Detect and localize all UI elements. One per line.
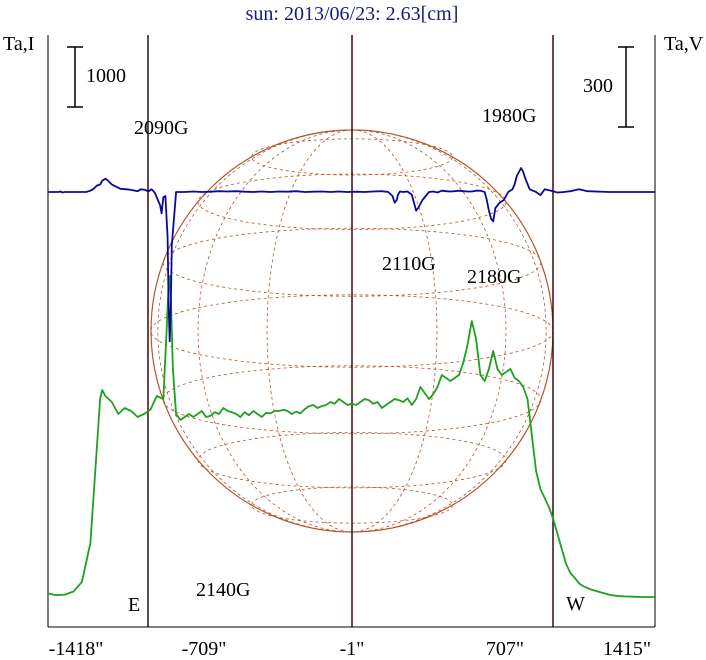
longitude-line-5 [351, 129, 507, 533]
x-tick-label-0: -1418" [49, 638, 104, 660]
annotation-2140g: 2140G [196, 579, 250, 601]
longitude-line-1 [197, 129, 353, 533]
x-tick-labels: -1418" -709" -1" 707" 1415" [49, 638, 652, 660]
east-limb-label: E [128, 594, 140, 616]
right-scale-label: 300 [583, 75, 613, 97]
annotation-1980g: 1980G [482, 105, 536, 127]
left-scale-bar [67, 46, 83, 108]
series-lines [47, 167, 655, 598]
west-limb-label: W [566, 593, 585, 615]
x-tick-label-2: -1" [340, 638, 365, 660]
plot-frame [47, 35, 656, 628]
longitude-line-2 [266, 129, 353, 533]
series-line-polarization [48, 167, 655, 343]
longitude-line-0 [157, 129, 353, 533]
left-axis-label: Ta,I [3, 33, 34, 55]
scale-bars [67, 46, 634, 128]
longitude-line-4 [351, 129, 438, 533]
annotation-2090g: 2090G [134, 117, 188, 139]
x-tick-label-1: -709" [182, 638, 227, 660]
chart-text: sun: 2013/06/23: 2.63[cm] Ta,I Ta,V 1000… [3, 3, 704, 616]
x-tick-label-4: 1415" [603, 638, 651, 660]
annotation-2110g: 2110G [382, 253, 436, 275]
annotation-2180g: 2180G [467, 266, 521, 288]
chart-title: sun: 2013/06/23: 2.63[cm] [246, 3, 459, 25]
left-scale-label: 1000 [86, 65, 126, 87]
right-scale-bar [618, 46, 634, 128]
longitude-line-6 [351, 129, 547, 533]
right-axis-label: Ta,V [664, 33, 704, 55]
marker-lines [147, 35, 554, 627]
x-tick-label-3: 707" [486, 638, 524, 660]
annotations: 2090G 2140G 2110G 2180G 1980G [134, 105, 536, 601]
